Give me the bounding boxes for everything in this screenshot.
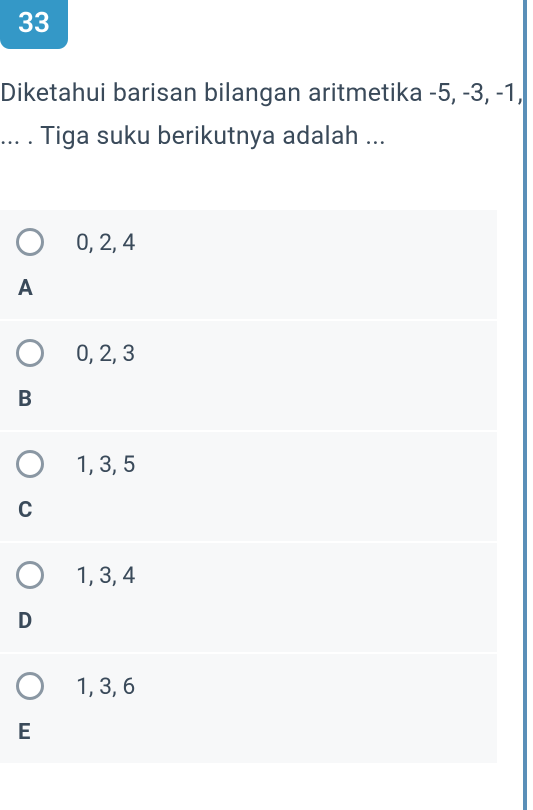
question-number-badge: 33 [0, 0, 68, 49]
radio-icon[interactable] [16, 561, 44, 589]
option-text: 1, 3, 5 [76, 451, 135, 478]
option-a[interactable]: 0, 2, 4 A [0, 210, 497, 321]
option-letter: A [18, 276, 497, 301]
option-b[interactable]: 0, 2, 3 B [0, 321, 497, 432]
page-right-border [523, 0, 527, 810]
option-letter: C [18, 498, 497, 523]
options-list: 0, 2, 4 A 0, 2, 3 B 1, 3, 5 C 1, 3, 4 D … [0, 210, 533, 765]
option-text: 0, 2, 4 [76, 229, 135, 256]
radio-icon[interactable] [16, 672, 44, 700]
option-letter: D [18, 609, 497, 634]
question-text: Diketahui barisan bilangan aritmetika -5… [0, 49, 533, 170]
option-e[interactable]: 1, 3, 6 E [0, 654, 497, 765]
option-letter: E [18, 720, 497, 745]
radio-icon[interactable] [16, 339, 44, 367]
radio-icon[interactable] [16, 228, 44, 256]
option-c[interactable]: 1, 3, 5 C [0, 432, 497, 543]
option-text: 1, 3, 4 [76, 562, 135, 589]
option-d[interactable]: 1, 3, 4 D [0, 543, 497, 654]
radio-icon[interactable] [16, 450, 44, 478]
option-text: 0, 2, 3 [76, 340, 135, 367]
option-text: 1, 3, 6 [76, 673, 135, 700]
option-letter: B [18, 387, 497, 412]
